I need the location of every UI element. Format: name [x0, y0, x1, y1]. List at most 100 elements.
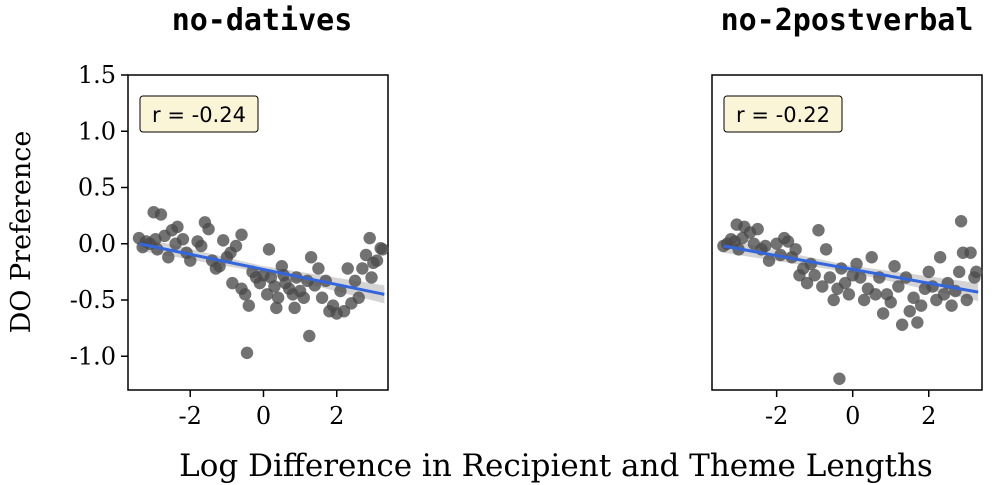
x-tick-label: 0: [256, 402, 271, 430]
data-point: [964, 246, 977, 259]
data-point: [240, 346, 254, 360]
x-tick-label: 2: [329, 402, 344, 430]
data-point: [895, 318, 909, 331]
data-point: [184, 254, 197, 267]
data-point: [226, 276, 239, 290]
data-point: [262, 243, 276, 256]
data-point: [171, 220, 184, 234]
data-point: [297, 291, 310, 304]
data-point: [270, 301, 283, 315]
data-point: [315, 291, 329, 304]
panel-title: no-2postverbal: [721, 3, 974, 38]
data-point: [823, 271, 837, 284]
data-point: [903, 305, 916, 318]
data-point: [195, 239, 208, 253]
data-point: [268, 280, 281, 293]
data-point: [819, 243, 833, 256]
data-point: [781, 235, 795, 248]
data-point: [850, 257, 863, 271]
data-point: [242, 299, 256, 312]
x-tick-label: -2: [179, 402, 202, 430]
data-point: [937, 288, 951, 301]
data-point: [954, 215, 968, 228]
y-tick-label: 0.0: [78, 230, 116, 258]
data-point: [348, 274, 362, 288]
y-tick-label: 1.0: [78, 117, 116, 145]
data-point: [376, 243, 389, 256]
data-point: [952, 265, 966, 279]
data-point: [370, 254, 384, 267]
y-axis-label: DO Preference: [6, 131, 37, 334]
panel-no-datives: no-datives r = -0.24 -2 0 2 1.5 1.0 0.5 0.0 -0.5 -…: [70, 3, 389, 430]
data-point: [341, 262, 354, 275]
data-point: [816, 280, 829, 293]
data-point: [229, 239, 243, 253]
data-point: [854, 271, 867, 284]
data-point: [876, 307, 890, 320]
correlation-box: [723, 95, 843, 133]
x-tick-label: -2: [765, 402, 788, 430]
data-point: [945, 299, 958, 312]
x-tick-label: 2: [921, 402, 936, 430]
data-point: [303, 329, 316, 343]
data-point: [857, 293, 871, 307]
data-point: [869, 288, 882, 301]
data-point: [312, 262, 325, 275]
data-point: [363, 231, 376, 245]
regression-line: [723, 244, 979, 294]
data-point: [271, 291, 285, 304]
data-point: [911, 316, 924, 329]
data-point: [260, 288, 274, 301]
data-point: [827, 293, 840, 307]
data-point: [960, 293, 973, 307]
data-point: [334, 284, 347, 298]
data-point: [154, 208, 168, 221]
data-point: [833, 372, 846, 385]
data-point: [759, 239, 772, 253]
x-axis-label: Log Difference in Recipient and Theme Le…: [179, 448, 933, 484]
x-tick-label: 0: [845, 402, 860, 430]
data-point: [888, 260, 901, 273]
data-point: [762, 254, 776, 267]
panel-no-2postverbal: no-2postverbal r = -0.22 -2 0 2: [711, 3, 983, 430]
data-point: [842, 288, 856, 301]
data-point: [892, 280, 905, 293]
data-point: [213, 260, 226, 273]
data-point: [812, 224, 825, 237]
data-point: [337, 305, 351, 318]
correlation-label: r = -0.22: [736, 103, 830, 127]
data-point: [176, 233, 190, 246]
data-point: [789, 243, 802, 256]
data-point: [751, 222, 764, 236]
data-point: [288, 301, 301, 315]
data-point: [800, 276, 814, 290]
data-point: [914, 299, 928, 312]
data-point: [235, 228, 248, 241]
data-point: [217, 234, 230, 247]
data-point: [238, 288, 252, 301]
regression-line: [138, 242, 385, 296]
data-point: [356, 262, 369, 275]
y-tick-label: 1.5: [78, 61, 116, 89]
data-point: [838, 276, 852, 290]
data-point: [308, 279, 321, 292]
y-tick-label: 0.5: [78, 174, 116, 202]
data-point: [162, 251, 175, 264]
y-tick-label: -1.0: [70, 342, 116, 370]
data-point: [884, 296, 897, 309]
data-point: [359, 248, 373, 262]
data-point: [865, 251, 878, 264]
data-point: [808, 269, 821, 282]
data-point: [922, 265, 935, 279]
data-point: [352, 291, 365, 304]
correlation-label: r = -0.24: [152, 103, 246, 127]
data-point: [933, 251, 947, 264]
data-point: [970, 265, 983, 279]
y-tick-label: -0.5: [70, 286, 116, 314]
data-point: [202, 222, 215, 236]
data-point: [365, 271, 378, 284]
panel-title: no-datives: [172, 3, 353, 38]
data-point: [907, 291, 920, 304]
data-point: [304, 251, 318, 264]
